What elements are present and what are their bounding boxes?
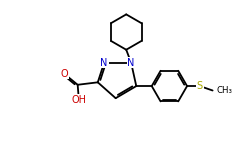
Text: N: N xyxy=(128,58,135,68)
Text: CH₃: CH₃ xyxy=(216,86,232,95)
Text: S: S xyxy=(197,81,203,91)
Text: O: O xyxy=(60,69,68,79)
Text: OH: OH xyxy=(72,95,86,105)
Text: N: N xyxy=(100,58,108,68)
